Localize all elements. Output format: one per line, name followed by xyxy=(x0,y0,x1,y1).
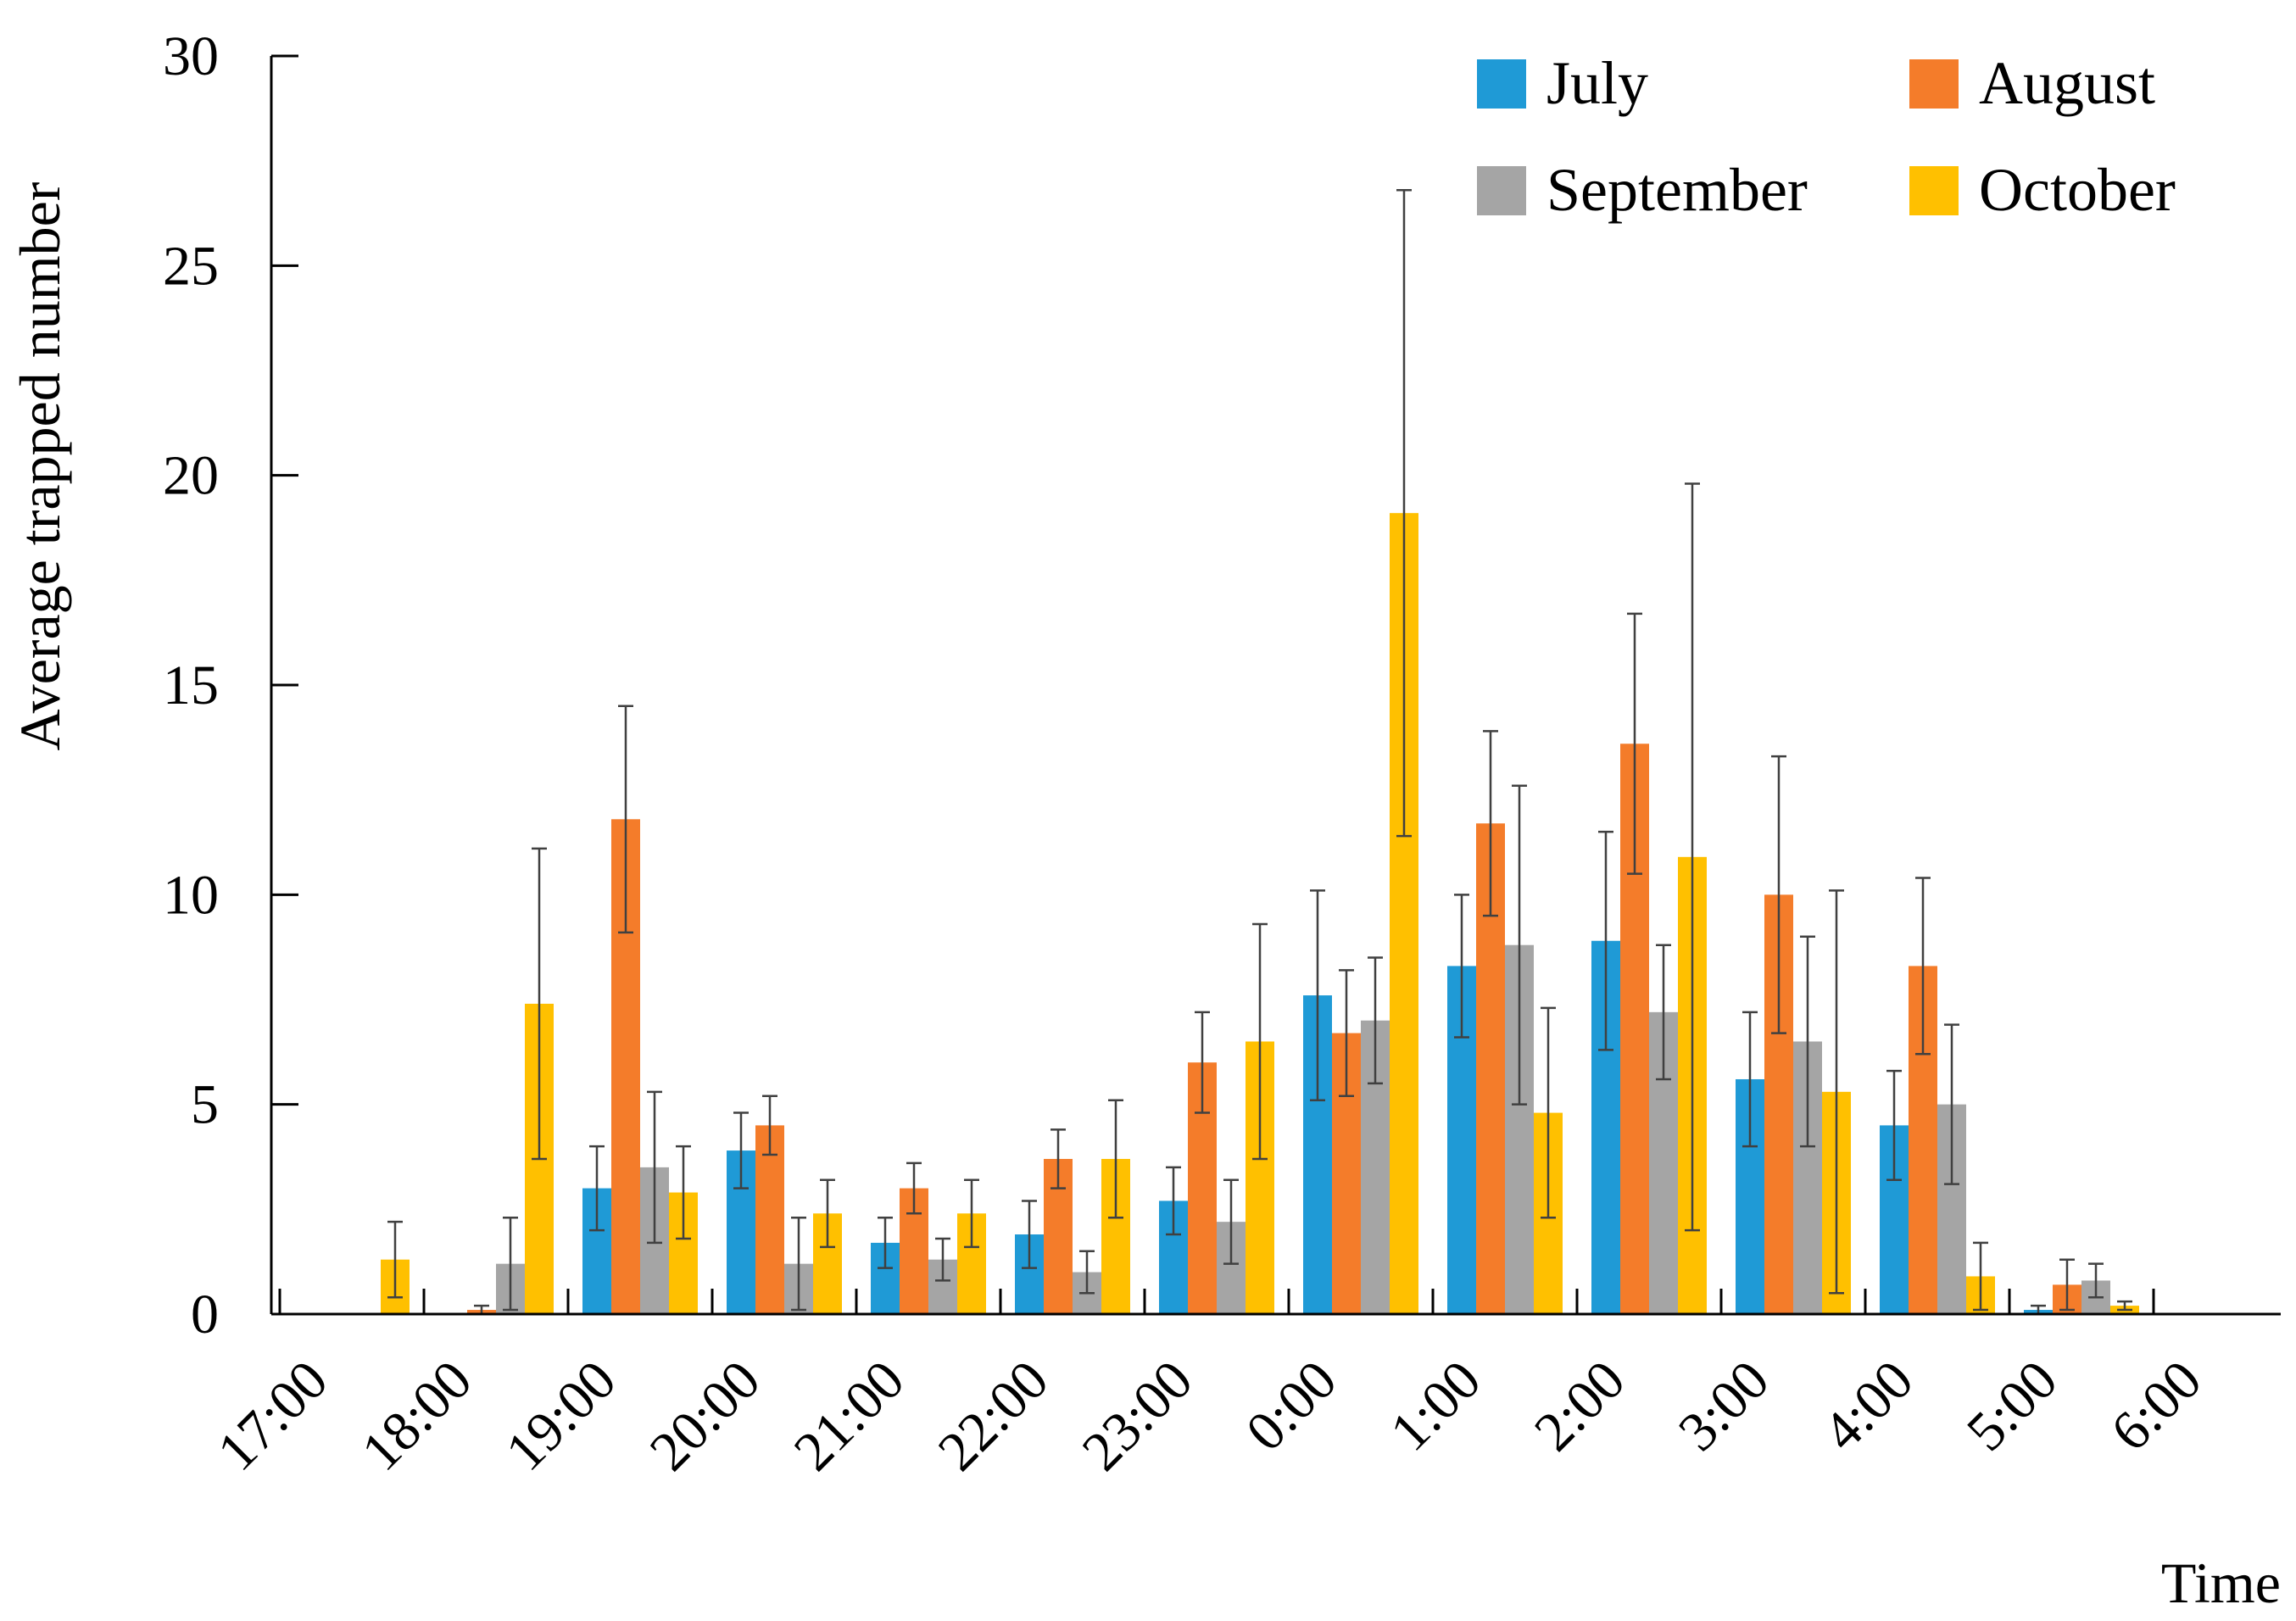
legend: July August September October xyxy=(1477,49,2176,224)
bars-layer xyxy=(381,513,2139,1314)
x-tick-label: 23:00 xyxy=(1071,1349,1205,1483)
x-tick-label: 2:00 xyxy=(1523,1349,1637,1463)
x-tick-label: 0:00 xyxy=(1234,1349,1349,1463)
x-ticks: 17:00 18:00 19:00 20:00 21:00 22:00 23:00 0:00 1… xyxy=(206,1289,2214,1483)
x-tick-label: 3:00 xyxy=(1667,1349,1781,1463)
axes xyxy=(270,56,2281,1316)
legend-label-september: September xyxy=(1546,156,1808,224)
errorbars-layer xyxy=(387,189,2132,1316)
y-tick-label: 0 xyxy=(191,1284,219,1345)
x-tick-label: 5:00 xyxy=(1955,1349,2070,1463)
x-tick-label: 21:00 xyxy=(783,1349,917,1483)
legend-swatch-august xyxy=(1909,59,1959,109)
legend-label-july: July xyxy=(1546,49,1648,117)
bar-august-20:00 xyxy=(755,1125,784,1314)
y-tick-label: 20 xyxy=(163,445,219,507)
y-tick-label: 15 xyxy=(163,655,219,716)
x-tick-label: 19:00 xyxy=(494,1349,628,1483)
y-tick-label: 30 xyxy=(163,25,219,87)
legend-swatch-october xyxy=(1909,166,1959,215)
y-axis-title: Average trapped number xyxy=(8,181,72,750)
x-tick-label: 4:00 xyxy=(1811,1349,1925,1463)
x-tick-label: 1:00 xyxy=(1379,1349,1493,1463)
y-tick-label: 25 xyxy=(163,235,219,297)
x-tick-label: 17:00 xyxy=(206,1349,340,1483)
legend-label-august: August xyxy=(1979,49,2155,117)
y-tick-label: 5 xyxy=(191,1074,219,1136)
x-tick-label: 18:00 xyxy=(350,1349,484,1483)
x-tick-label: 22:00 xyxy=(927,1349,1061,1483)
x-tick-label: 20:00 xyxy=(638,1349,772,1483)
y-tick-label: 10 xyxy=(163,864,219,926)
legend-swatch-july xyxy=(1477,59,1526,109)
y-ticks: 0 5 10 15 20 25 30 xyxy=(163,25,298,1345)
legend-swatch-september xyxy=(1477,166,1526,215)
x-tick-label: 6:00 xyxy=(2099,1349,2214,1463)
legend-label-october: October xyxy=(1979,156,2176,224)
x-axis-title: Time xyxy=(2161,1551,2281,1615)
